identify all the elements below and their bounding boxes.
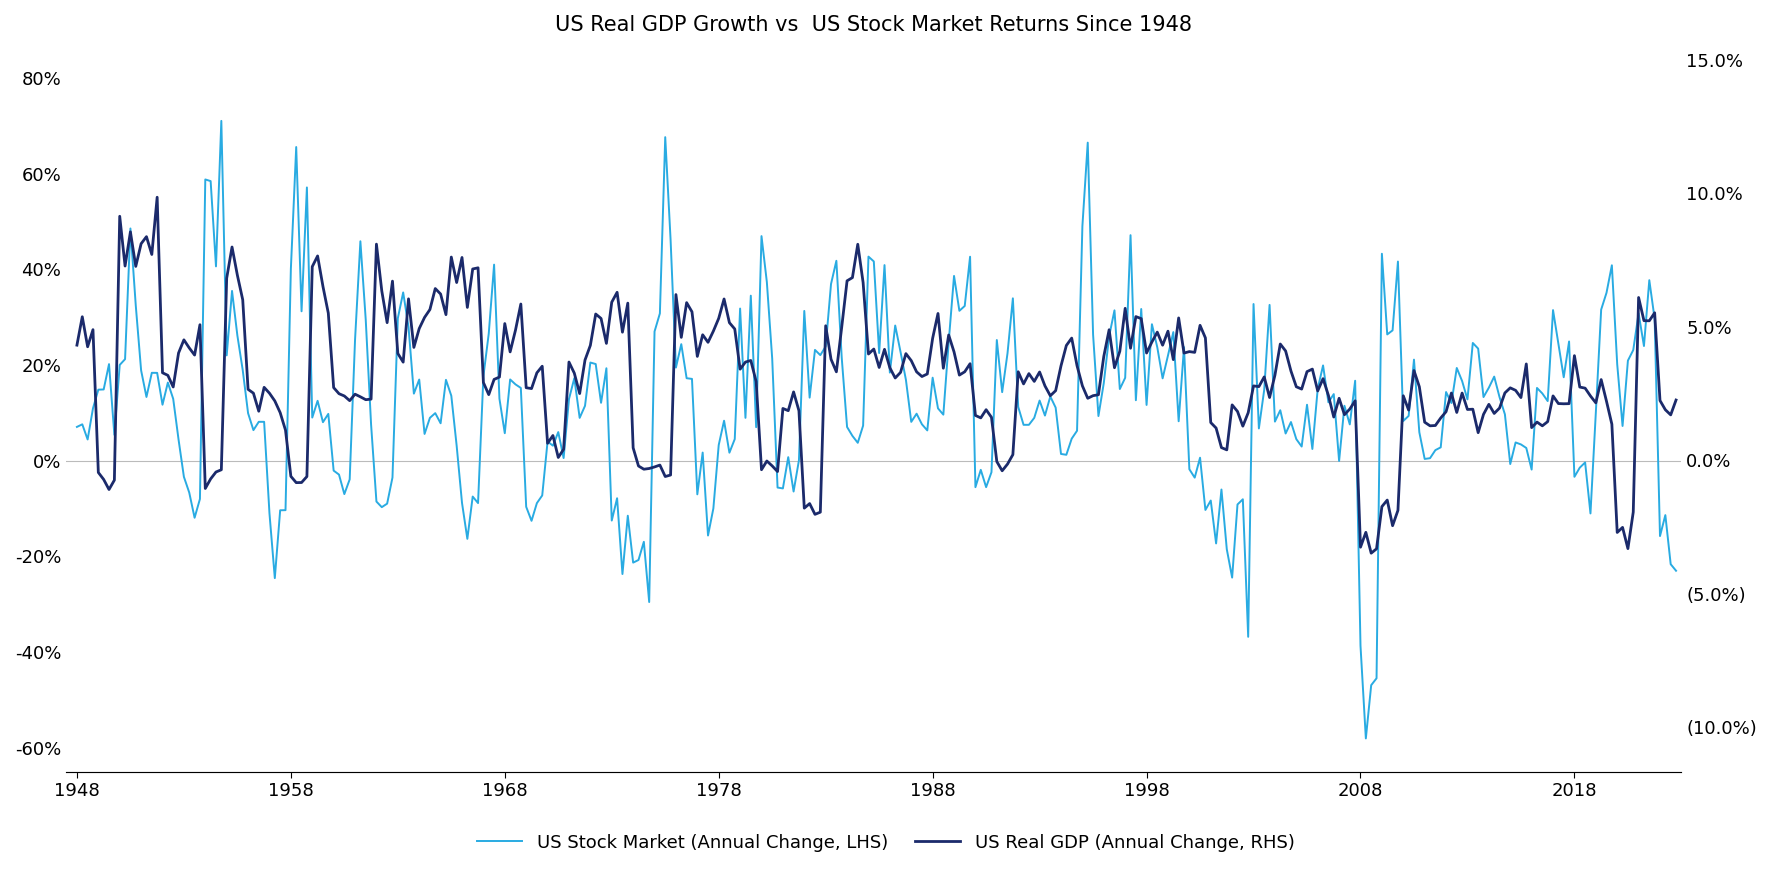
US Real GDP (Annual Change, RHS) bbox=[147, 192, 168, 203]
US Real GDP (Annual Change, RHS) bbox=[1019, 369, 1040, 379]
Title: US Real GDP Growth vs  US Stock Market Returns Since 1948: US Real GDP Growth vs US Stock Market Re… bbox=[555, 15, 1193, 35]
US Stock Market (Annual Change, LHS) bbox=[1425, 445, 1446, 455]
Line: US Stock Market (Annual Change, LHS): US Stock Market (Annual Change, LHS) bbox=[76, 120, 1676, 738]
US Stock Market (Annual Change, LHS) bbox=[1024, 413, 1045, 424]
US Stock Market (Annual Change, LHS) bbox=[1356, 733, 1377, 743]
US Stock Market (Annual Change, LHS) bbox=[211, 115, 232, 126]
US Stock Market (Annual Change, LHS) bbox=[1019, 419, 1040, 430]
US Real GDP (Annual Change, RHS) bbox=[1361, 548, 1382, 558]
US Real GDP (Annual Change, RHS) bbox=[1051, 361, 1072, 371]
US Real GDP (Annual Change, RHS) bbox=[1425, 420, 1446, 431]
Line: US Real GDP (Annual Change, RHS): US Real GDP (Annual Change, RHS) bbox=[76, 198, 1676, 553]
US Real GDP (Annual Change, RHS) bbox=[71, 312, 92, 323]
US Real GDP (Annual Change, RHS) bbox=[66, 340, 87, 351]
US Real GDP (Annual Change, RHS) bbox=[1666, 395, 1687, 406]
US Stock Market (Annual Change, LHS) bbox=[1666, 565, 1687, 576]
US Stock Market (Annual Change, LHS) bbox=[71, 419, 92, 430]
US Real GDP (Annual Change, RHS) bbox=[1024, 376, 1045, 386]
Legend: US Stock Market (Annual Change, LHS), US Real GDP (Annual Change, RHS): US Stock Market (Annual Change, LHS), US… bbox=[470, 827, 1302, 859]
US Stock Market (Annual Change, LHS) bbox=[66, 422, 87, 432]
US Stock Market (Annual Change, LHS) bbox=[1526, 383, 1547, 393]
US Real GDP (Annual Change, RHS) bbox=[1526, 416, 1547, 427]
US Stock Market (Annual Change, LHS) bbox=[1051, 448, 1072, 459]
